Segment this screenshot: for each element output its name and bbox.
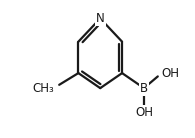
Text: B: B	[140, 82, 148, 95]
Text: CH₃: CH₃	[32, 82, 54, 95]
Text: OH: OH	[162, 67, 180, 80]
Text: OH: OH	[135, 106, 153, 119]
Text: N: N	[96, 12, 105, 25]
